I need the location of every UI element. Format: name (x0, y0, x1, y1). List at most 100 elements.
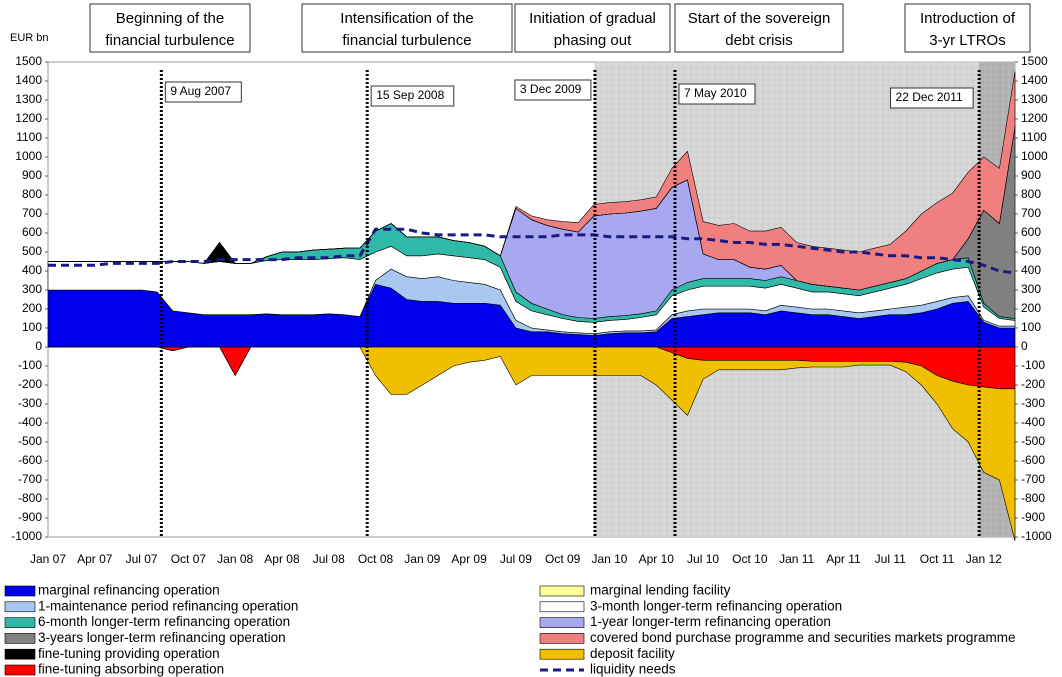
y2-tick-label: -400 (1021, 415, 1045, 429)
x-tick-label: Oct 08 (358, 552, 394, 566)
y2-tick-label: 800 (1021, 187, 1041, 201)
legend-label: deposit facility (590, 646, 675, 661)
x-tick-label: Jul 10 (687, 552, 719, 566)
legend-marker (4, 648, 36, 660)
y-tick-label: 0 (35, 339, 42, 353)
y2-tick-label: 0 (1021, 339, 1028, 353)
phase-box (904, 3, 1031, 53)
y-tick-label: 700 (22, 206, 42, 220)
y-tick-label: 100 (22, 320, 42, 334)
x-tick-label: Jan 12 (966, 552, 1002, 566)
y2-tick-label: 1200 (1021, 111, 1048, 125)
y2-tick-label: 1000 (1021, 149, 1048, 163)
y2-tick-label: -200 (1021, 377, 1045, 391)
y2-tick-label: 700 (1021, 206, 1041, 220)
x-tick-label: Jan 08 (217, 552, 253, 566)
legend-label: 3-month longer-term refinancing operatio… (590, 598, 842, 613)
event-label: 3 Dec 2009 (520, 82, 582, 96)
x-tick-label: Apr 10 (639, 552, 675, 566)
y-tick-label: -900 (18, 510, 42, 524)
x-tick-label: Jan 09 (404, 552, 440, 566)
y2-tick-label: 1500 (1021, 54, 1048, 68)
y-tick-label: -600 (18, 453, 42, 467)
y2-tick-label: 600 (1021, 225, 1041, 239)
event-box (678, 83, 756, 105)
legend-marker (4, 585, 36, 597)
legend-marker (4, 601, 36, 613)
x-tick-label: Jul 11 (875, 552, 906, 566)
y2-tick-label: -500 (1021, 434, 1045, 448)
y2-tick-label: 500 (1021, 244, 1041, 258)
legend-label: 1-maintenance period refinancing operati… (38, 598, 298, 613)
legend-label: covered bond purchase programme and secu… (590, 630, 1015, 645)
phase-label: financial turbulence (342, 32, 471, 49)
y2-tick-label: 300 (1021, 282, 1041, 296)
y2-tick-label: 1400 (1021, 73, 1048, 87)
y2-tick-label: -800 (1021, 491, 1045, 505)
event-box (890, 87, 974, 109)
y-tick-label: -500 (18, 434, 42, 448)
y-tick-label: 900 (22, 168, 42, 182)
event-box (514, 79, 592, 101)
y2-tick-label: -100 (1021, 358, 1045, 372)
legend-marker (4, 617, 36, 628)
y-tick-label: 1000 (15, 149, 42, 163)
y-tick-label: 1400 (15, 73, 42, 87)
y2-tick-label: 400 (1021, 263, 1041, 277)
legend-label: 6-month longer-term refinancing operatio… (38, 614, 290, 629)
x-tick-label: Jul 08 (313, 552, 345, 566)
legend-marker (539, 648, 585, 660)
y-tick-label: -800 (18, 491, 42, 505)
line (48, 227, 1016, 275)
event-box (164, 81, 242, 103)
event-label: 9 Aug 2007 (170, 84, 231, 98)
y-tick-label: -200 (18, 377, 42, 391)
y-tick-label: 600 (22, 225, 42, 239)
legend-marker (4, 664, 36, 676)
y2-tick-label: -600 (1021, 453, 1045, 467)
area (48, 71, 1016, 291)
legend-marker (539, 617, 585, 628)
phase-label: 3-yr LTROs (929, 32, 1005, 49)
legend-marker (539, 601, 585, 613)
y-tick-label: -1000 (11, 529, 42, 543)
y-tick-label: 1100 (16, 130, 42, 144)
y2-tick-label: 1100 (1021, 130, 1047, 144)
legend-label: marginal refinancing operation (38, 583, 220, 598)
x-tick-label: Jan 10 (591, 552, 627, 566)
legend-label: 1-year longer-term refinancing operation (590, 614, 831, 629)
x-tick-label: Apr 09 (451, 552, 487, 566)
x-tick-label: Jan 07 (30, 552, 66, 566)
x-tick-label: Oct 11 (920, 552, 955, 566)
y-tick-label: -300 (18, 396, 42, 410)
phase-box (674, 3, 844, 53)
legend-marker (539, 633, 585, 644)
x-tick-label: Oct 10 (732, 552, 768, 566)
x-tick-label: Oct 07 (171, 552, 207, 566)
phase-label: Start of the sovereign (688, 10, 831, 27)
event-box (370, 85, 455, 107)
y-tick-label: 300 (22, 282, 42, 296)
legend-label: liquidity needs (590, 662, 676, 677)
legend-marker (539, 585, 585, 597)
y-tick-label: 1500 (15, 54, 42, 68)
y-tick-label: -400 (18, 415, 42, 429)
legend-label: fine-tuning absorbing operation (38, 662, 224, 677)
x-tick-label: Jul 09 (500, 552, 532, 566)
x-tick-label: Oct 09 (545, 552, 581, 566)
y-tick-label: 500 (22, 244, 42, 258)
y-tick-label: -100 (18, 358, 42, 372)
phase-box (89, 3, 251, 53)
event-label: 7 May 2010 (684, 86, 747, 100)
x-tick-label: Apr 11 (826, 552, 861, 566)
legend-marker (4, 633, 36, 644)
legend-label: 3-years longer-term refinancing operatio… (38, 630, 286, 645)
phase-label: Initiation of gradual (529, 10, 656, 27)
y2-tick-label: 1300 (1021, 92, 1048, 106)
y2-tick-label: -300 (1021, 396, 1045, 410)
x-tick-label: Jan 11 (779, 552, 814, 566)
y2-tick-label: -900 (1021, 510, 1045, 524)
event-label: 15 Sep 2008 (376, 88, 444, 102)
phase-label: Introduction of (920, 10, 1016, 27)
